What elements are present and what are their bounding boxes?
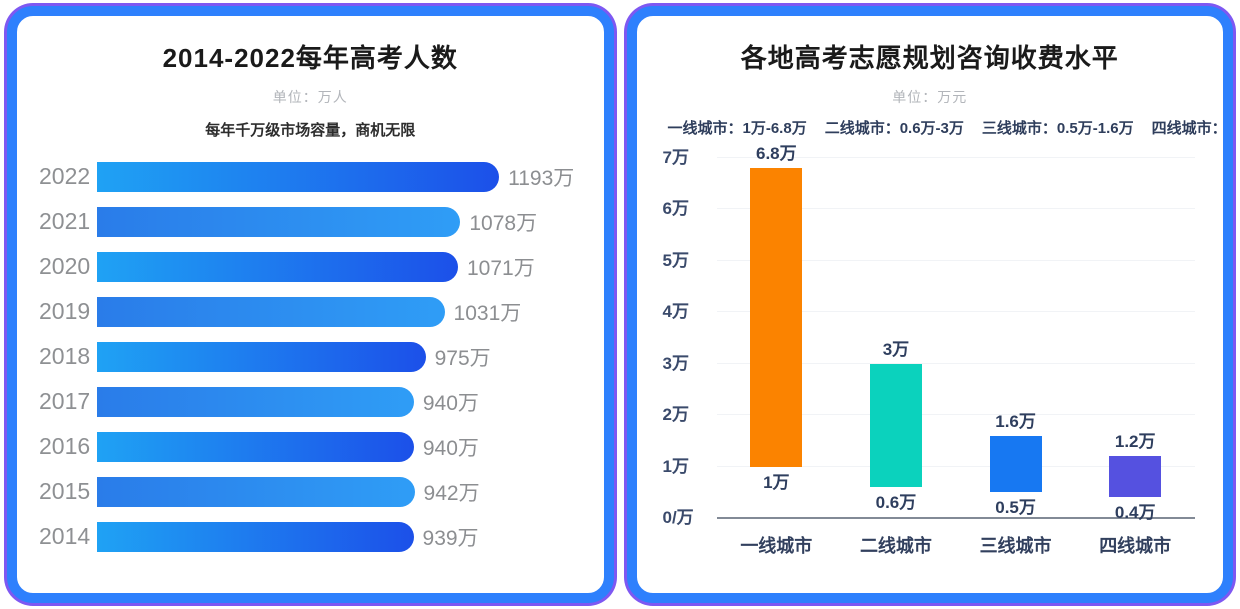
bar-track: 1078万 [97, 206, 582, 237]
y-axis-tick: 7万 [662, 147, 689, 167]
fee-range-bar [1109, 456, 1162, 498]
category-label: 三线城市 [979, 536, 1052, 556]
exam-count-bar [97, 476, 415, 507]
exam-count-bar [97, 521, 414, 552]
exam-count-card: 2014-2022每年高考人数 单位：万人 每年千万级市场容量，商机无限 202… [7, 6, 614, 603]
gridline [716, 362, 1195, 364]
bar-track: 975万 [97, 341, 582, 372]
y-axis-tick: 1万 [662, 456, 689, 476]
bar-track: 1071万 [97, 251, 582, 282]
bar-track: 940万 [97, 431, 582, 462]
fee-range-bar [750, 167, 803, 467]
exam-count-value: 1071万 [467, 256, 535, 280]
y-axis-zero-label: 0/万 [662, 508, 694, 527]
right-chart-title: 各地高考志愿规划咨询收费水平 [740, 43, 1119, 73]
year-label: 2022 [39, 163, 91, 189]
exam-count-bar-chart: 2022 1193万 2021 1078万 2020 1071万 2019 1031万 2018… [39, 154, 582, 559]
year-label: 2020 [39, 253, 91, 279]
exam-count-value: 1078万 [469, 211, 538, 235]
legend-item: 三线城市：0.5万-1.6万 [981, 120, 1134, 137]
category-label: 四线城市 [1099, 536, 1172, 556]
category-label: 二线城市 [859, 536, 932, 556]
exam-count-value: 940万 [422, 391, 479, 415]
exam-count-row: 2015 942万 [39, 469, 582, 514]
bar-track: 940万 [97, 386, 582, 417]
y-axis-tick: 2万 [662, 405, 689, 424]
bar-column: 6.8万 1万 [717, 144, 837, 518]
category-labels: 一线城市 二线城市 三线城市 四线城市 [717, 532, 1196, 558]
right-chart-unit: 单位：万元 [892, 89, 968, 105]
gridline [716, 208, 1195, 209]
bar-track: 1031万 [97, 296, 582, 327]
max-value-label: 1.6万 [995, 411, 1036, 431]
exam-count-row: 2020 1071万 [39, 244, 582, 289]
right-chart-legend: 一线城市：1万-6.8万 二线城市：0.6万-3万 三线城市：0.5万-1.6万 四线… [659, 117, 1224, 138]
exam-count-value: 939万 [422, 526, 479, 550]
bar-track: 942万 [97, 476, 582, 507]
left-chart-tagline: 每年千万级市场容量，商机无限 [205, 122, 416, 139]
bar-column: 1.2万 0.4万 [1075, 146, 1195, 522]
exam-count-row: 2016 940万 [39, 424, 582, 469]
y-axis-tick: 4万 [662, 302, 689, 321]
gridline [716, 465, 1195, 467]
exam-count-bar [97, 341, 426, 372]
bar-columns: 6.8万 1万 3万 0.6万 1.6万 0.5万 1.2万 0.4万 [717, 144, 1196, 522]
exam-count-value: 1031万 [453, 301, 522, 325]
bar-track: 1193万 [97, 161, 582, 192]
exam-count-row: 2022 1193万 [39, 154, 582, 199]
exam-count-value: 1193万 [508, 166, 575, 190]
gridline [716, 311, 1195, 312]
exam-count-bar [97, 386, 414, 417]
legend-item: 二线城市：0.6万-3万 [824, 120, 964, 137]
exam-count-bar [97, 296, 445, 327]
y-axis-tick: 6万 [662, 199, 689, 218]
min-value-label: 0.4万 [1114, 503, 1156, 523]
legend-item: 一线城市：1万-6.8万 [667, 120, 807, 137]
fee-range-bar [869, 363, 922, 488]
bar-column: 1.6万 0.5万 [956, 146, 1076, 518]
min-value-label: 0.6万 [875, 493, 917, 513]
year-label: 2016 [39, 433, 91, 459]
exam-count-bar [97, 431, 414, 462]
bar-track: 939万 [97, 521, 582, 552]
fee-range-bar [989, 435, 1042, 493]
y-axis-tick: 3万 [662, 353, 689, 373]
left-chart-unit: 单位：万人 [272, 89, 348, 105]
max-value-label: 3万 [882, 339, 910, 359]
consult-fee-range-chart: 6.8万 1万 3万 0.6万 1.6万 0.5万 1.2万 0.4万 7万 6万 5万 4万 3万 2万… [659, 144, 1202, 562]
exam-count-value: 942万 [423, 481, 480, 505]
x-axis-line [716, 517, 1195, 519]
exam-count-row: 2019 1031万 [39, 289, 582, 334]
exam-count-value: 940万 [422, 436, 479, 460]
max-value-label: 6.8万 [755, 143, 797, 163]
year-label: 2018 [39, 343, 91, 369]
consult-fee-card: 各地高考志愿规划咨询收费水平 单位：万元 一线城市：1万-6.8万 二线城市：0.… [626, 6, 1233, 603]
year-label: 2014 [39, 523, 91, 549]
legend-item: 四线城市：0.4万-1.2万 [1151, 120, 1233, 137]
gridline [716, 259, 1195, 261]
plot-area: 6.8万 1万 3万 0.6万 1.6万 0.5万 1.2万 0.4万 [716, 144, 1196, 522]
y-axis-tick: 5万 [662, 250, 689, 270]
exam-count-row: 2014 939万 [39, 514, 582, 559]
year-label: 2021 [39, 208, 91, 234]
bar-column: 3万 0.6万 [836, 146, 956, 518]
year-label: 2017 [39, 388, 91, 414]
min-value-label: 0.5万 [995, 498, 1036, 518]
left-chart-title: 2014-2022每年高考人数 [162, 43, 458, 73]
year-label: 2015 [39, 478, 91, 504]
exam-count-row: 2017 940万 [39, 379, 582, 424]
year-label: 2019 [39, 298, 91, 324]
max-value-label: 1.2万 [1114, 432, 1156, 452]
gridline [716, 414, 1195, 415]
exam-count-row: 2018 975万 [39, 334, 582, 379]
exam-count-bar [97, 251, 458, 282]
category-label: 一线城市 [740, 536, 813, 556]
exam-count-bar [97, 161, 500, 192]
exam-count-row: 2021 1078万 [39, 199, 582, 244]
gridline [716, 156, 1195, 158]
exam-count-value: 975万 [434, 346, 491, 370]
min-value-label: 1万 [763, 472, 790, 492]
exam-count-bar [97, 206, 461, 237]
